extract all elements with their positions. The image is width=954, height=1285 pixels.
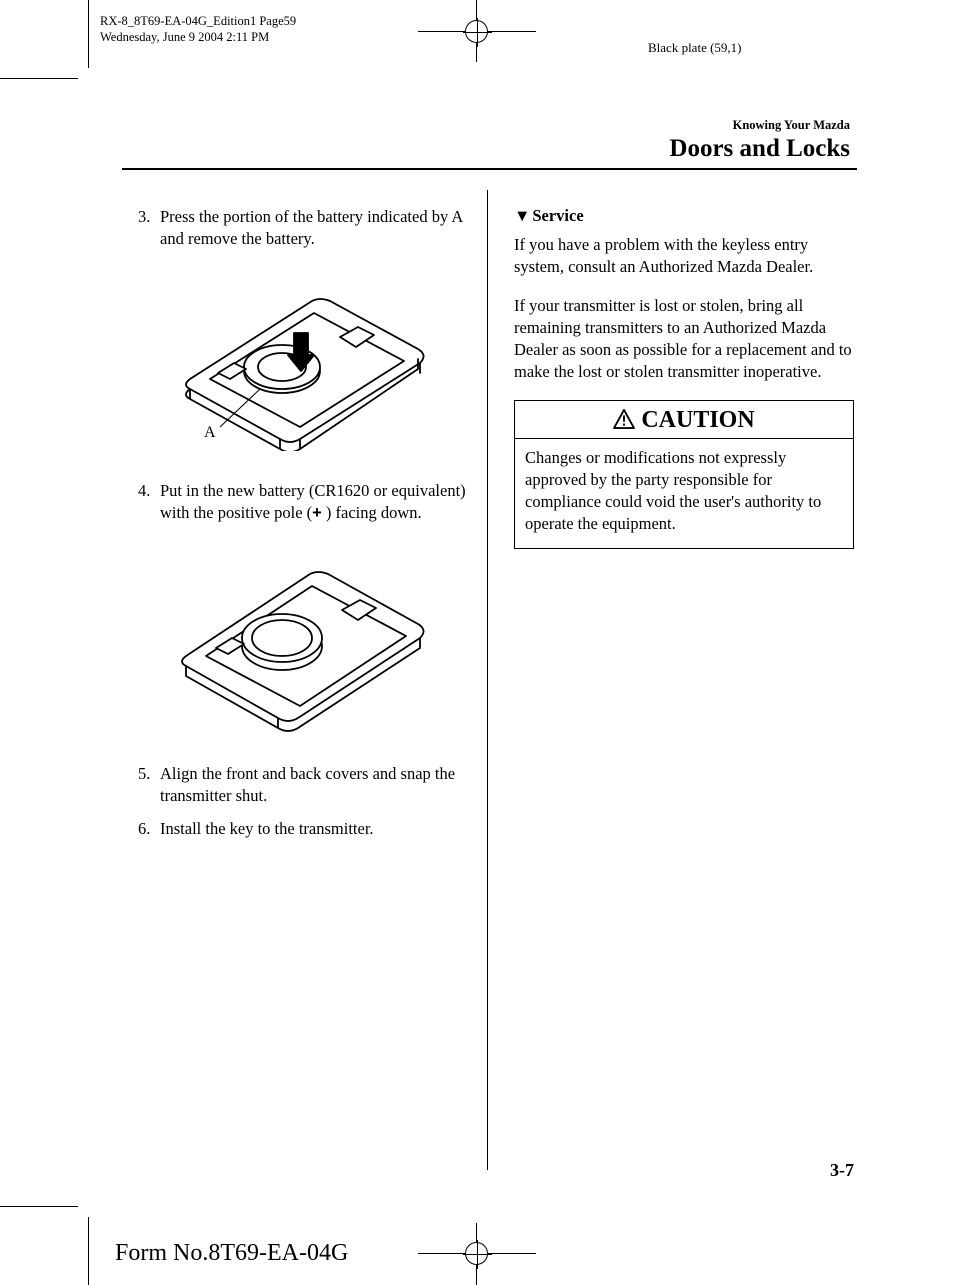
step-text: Install the key to the transmitter. bbox=[160, 818, 478, 840]
caution-body-text: Changes or modifications not expressly a… bbox=[515, 439, 853, 548]
step-number: 5. bbox=[138, 763, 160, 808]
imprint-line-1: RX-8_8T69-EA-04G_Edition1 Page59 bbox=[100, 14, 296, 30]
step-text: Put in the new battery (CR1620 or equiva… bbox=[160, 480, 478, 525]
step-number: 4. bbox=[138, 480, 160, 525]
step-number: 3. bbox=[138, 206, 160, 251]
page: RX-8_8T69-EA-04G_Edition1 Page59 Wednesd… bbox=[0, 0, 954, 1285]
step-4-post: ) facing down. bbox=[322, 503, 422, 522]
step-text: Press the portion of the battery indicat… bbox=[160, 206, 478, 251]
figure-remove-battery: A bbox=[160, 261, 478, 456]
caution-title-text: CAUTION bbox=[641, 407, 754, 433]
header-rule bbox=[122, 168, 857, 170]
crop-mark bbox=[88, 1217, 89, 1285]
plus-icon: + bbox=[312, 504, 322, 522]
step-text: Align the front and back covers and snap… bbox=[160, 763, 478, 808]
step-6: 6. Install the key to the transmitter. bbox=[138, 818, 478, 840]
registration-target-icon bbox=[465, 1242, 488, 1265]
service-paragraph-1: If you have a problem with the keyless e… bbox=[514, 234, 854, 279]
step-5: 5. Align the front and back covers and s… bbox=[138, 763, 478, 808]
registration-target-icon bbox=[465, 20, 488, 43]
step-3: 3. Press the portion of the battery indi… bbox=[138, 206, 478, 251]
imprint-block: RX-8_8T69-EA-04G_Edition1 Page59 Wednesd… bbox=[100, 14, 296, 45]
warning-triangle-icon bbox=[613, 409, 635, 429]
figure-insert-battery bbox=[160, 534, 478, 739]
crop-mark bbox=[0, 1206, 78, 1207]
figure-label-a: A bbox=[204, 424, 216, 441]
header-eyebrow: Knowing Your Mazda bbox=[138, 118, 850, 133]
header-title: Doors and Locks bbox=[138, 135, 850, 163]
caution-heading: CAUTION bbox=[515, 401, 853, 439]
imprint-line-2: Wednesday, June 9 2004 2:11 PM bbox=[100, 30, 296, 46]
service-heading-text: Service bbox=[532, 206, 583, 225]
crop-mark bbox=[88, 0, 89, 68]
caution-box: CAUTION Changes or modifications not exp… bbox=[514, 400, 854, 549]
form-number: Form No.8T69-EA-04G bbox=[115, 1240, 348, 1267]
service-paragraph-2: If your transmitter is lost or stolen, b… bbox=[514, 295, 854, 384]
right-column: ▼Service If you have a problem with the … bbox=[514, 206, 854, 549]
service-heading: ▼Service bbox=[514, 206, 854, 226]
left-column: 3. Press the portion of the battery indi… bbox=[138, 206, 478, 850]
page-number: 3-7 bbox=[830, 1160, 854, 1181]
crop-mark bbox=[0, 78, 78, 79]
plate-label: Black plate (59,1) bbox=[648, 40, 742, 56]
step-4: 4. Put in the new battery (CR1620 or equ… bbox=[138, 480, 478, 525]
step-number: 6. bbox=[138, 818, 160, 840]
page-header: Knowing Your Mazda Doors and Locks bbox=[138, 118, 850, 163]
column-separator bbox=[487, 190, 488, 1170]
down-triangle-icon: ▼ bbox=[514, 206, 530, 226]
